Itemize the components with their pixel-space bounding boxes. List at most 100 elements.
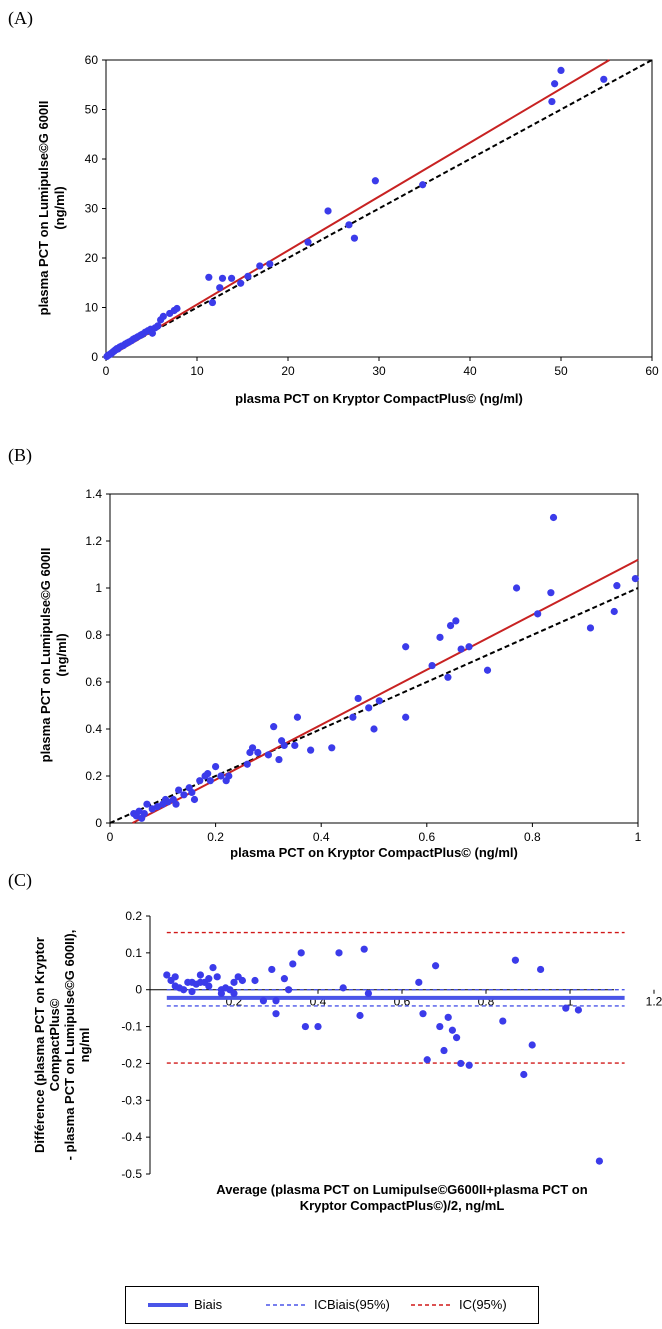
data-point-b [610, 607, 618, 616]
x-axis-label-a: plasma PCT on Kryptor CompactPlus© (ng/m… [235, 391, 523, 406]
data-point-c [364, 989, 372, 998]
data-point-a [173, 304, 181, 313]
data-point-b [212, 763, 220, 771]
x-tick-label: 1 [567, 995, 574, 1009]
data-point-c [285, 986, 293, 994]
data-point-b [402, 643, 410, 651]
data-point-c [562, 1004, 570, 1012]
data-point-b [631, 575, 639, 583]
data-point-c [230, 978, 238, 986]
y-tick-label: 0.4 [85, 722, 102, 736]
data-point-c [415, 978, 423, 986]
data-point-c [217, 989, 225, 998]
x-axis-label-line: Average (plasma PCT on Lumipulse©G600II+… [216, 1182, 587, 1197]
data-point-b [512, 584, 521, 592]
x-tick-label: 0.8 [524, 830, 541, 844]
data-point-b [206, 777, 214, 785]
x-tick-label: 1 [635, 830, 642, 844]
y-axis-label-line: plasma PCT on Lumipulse©G 600II [36, 101, 51, 316]
data-point-b [140, 810, 148, 818]
y-tick-label: 1.4 [85, 487, 102, 501]
data-point-c [205, 975, 213, 983]
plot-frame-b [109, 493, 639, 824]
data-point-a [304, 238, 312, 246]
data-point-c [314, 1022, 322, 1031]
data-point-c [301, 1022, 309, 1031]
data-point-b [254, 748, 262, 757]
panel-a-label: (A) [8, 8, 33, 28]
data-point-a [148, 329, 157, 337]
x-tick-label: 0 [103, 364, 110, 378]
x-tick-label: 1.2 [646, 995, 662, 1009]
data-point-c [457, 1059, 465, 1068]
data-point-b [307, 746, 315, 754]
data-point-c [297, 949, 305, 957]
data-point-b [225, 772, 233, 780]
y-axis-label-c: Différence (plasma PCT on KryptorCompact… [32, 930, 92, 1161]
data-point-a [266, 260, 274, 268]
panel-c-label: (C) [8, 870, 32, 890]
y-tick-label: 1.2 [85, 534, 102, 548]
data-point-a [159, 312, 167, 321]
y-tick-label: 0 [135, 983, 142, 997]
data-point-b [188, 788, 196, 797]
data-point-c [196, 971, 204, 979]
data-point-c [188, 987, 196, 996]
data-point-b [452, 617, 460, 625]
data-point-b [172, 800, 180, 808]
data-point-a [557, 66, 565, 74]
data-point-a [324, 207, 332, 215]
data-point-c [251, 976, 259, 985]
data-point-c [230, 989, 238, 998]
data-point-a [154, 322, 162, 330]
y-tick-label: 30 [85, 202, 99, 216]
data-point-c [436, 1022, 444, 1031]
y-tick-label: -0.5 [121, 1167, 142, 1181]
data-point-b [370, 725, 378, 733]
y-tick-label: 0 [91, 350, 98, 364]
data-point-c [419, 1010, 427, 1018]
data-point-b [457, 645, 465, 653]
data-point-b [328, 744, 336, 752]
y-tick-label: -0.2 [121, 1056, 142, 1070]
data-point-b [175, 786, 183, 794]
data-point-b [547, 589, 555, 597]
legend-label-ci-bias: ICBiais(95%) [314, 1297, 390, 1312]
data-point-a [345, 221, 353, 229]
data-point-c [335, 949, 343, 957]
legend-item-ci95: IC(95%) [411, 1297, 507, 1312]
data-point-b [483, 666, 492, 674]
x-axis-label-line: Kryptor CompactPlus©)/2, ng/mL [300, 1198, 505, 1213]
data-point-a [419, 181, 427, 189]
legend-swatch-ci-bias [266, 1303, 308, 1306]
data-point-b [349, 713, 357, 721]
data-point-b [446, 622, 455, 630]
y-tick-label: 1 [95, 581, 102, 595]
x-tick-label: 60 [645, 364, 659, 378]
y-tick-label: 0.8 [85, 628, 102, 642]
data-point-b [248, 744, 257, 752]
y-tick-label: 0.6 [85, 675, 102, 689]
regression-line-b [132, 558, 639, 824]
y-tick-label: 10 [85, 301, 99, 315]
data-point-c [272, 1010, 280, 1018]
x-tick-label: 30 [372, 364, 386, 378]
data-point-b [375, 697, 383, 705]
data-point-c [259, 997, 267, 1005]
data-point-b [204, 770, 212, 778]
data-point-c [163, 971, 171, 979]
data-point-b [402, 713, 410, 721]
data-point-c [205, 982, 213, 990]
data-point-a [205, 273, 213, 281]
data-point-c [453, 1034, 461, 1042]
y-axis-label-line: (ng/ml) [52, 186, 67, 229]
legend-label-ci95: IC(95%) [459, 1297, 507, 1312]
y-tick-label: 0.2 [85, 769, 102, 783]
data-point-c [465, 1061, 473, 1069]
data-point-a [371, 177, 379, 185]
data-point-c [356, 1011, 364, 1020]
legend-item-bias: Biais [148, 1297, 222, 1312]
y-tick-label: 60 [85, 53, 99, 67]
data-point-b [293, 713, 302, 721]
